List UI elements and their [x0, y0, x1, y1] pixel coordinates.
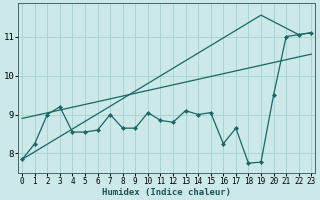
X-axis label: Humidex (Indice chaleur): Humidex (Indice chaleur)	[102, 188, 231, 197]
